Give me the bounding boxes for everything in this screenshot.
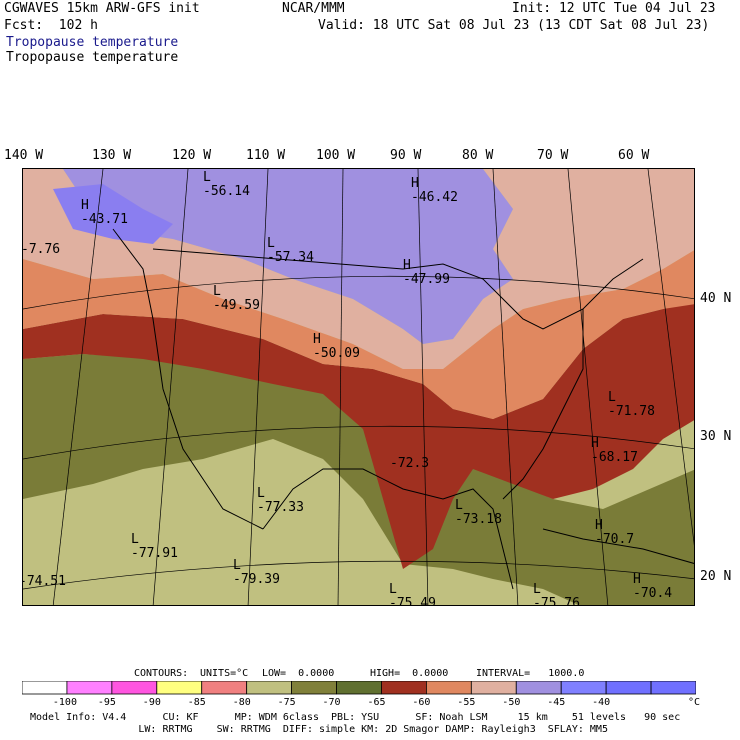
map-label: L -57.34 [267,236,314,265]
contours-units: UNITS=°C [200,668,249,679]
map-label: H -70.7 [595,518,635,547]
lat-label-40n: 40 N [700,291,732,306]
contours-title: CONTOURS: [134,668,189,679]
map-label: H -68.17 [591,436,638,465]
map-label: L -75.76 [533,582,580,606]
physics-info-line: LW: RRTMG SW: RRTMG DIFF: simple KM: 2D … [30,724,608,735]
organization-label: NCAR/MMM [282,1,345,16]
color-bar-swatch [111,681,158,695]
map-label: L -49.59 [213,284,260,313]
map-svg [23,169,694,605]
color-bar-swatch [156,681,203,695]
color-bar-swatch [291,681,337,695]
model-title: CGWAVES 15km ARW-GFS init [4,1,200,16]
init-time: Init: 12 UTC Tue 04 Jul 23 [512,1,716,16]
contours-interval: INTERVAL= 1000.0 [476,668,585,679]
band-darkred [23,299,694,569]
color-bar-swatch [425,681,472,695]
color-bar-tick-label: -60 [412,697,431,708]
lat-label-20n: 20 N [700,569,732,584]
color-bar [22,681,696,695]
map-label: L -75.49 [389,582,436,606]
map-label: -74.51 [22,574,66,589]
lon-label-60w: 60 W [618,148,650,163]
map-label: -7.76 [22,242,61,257]
color-bar-swatch [560,681,607,695]
color-bar-tick-label: -45 [547,697,566,708]
color-bar-tick-label: -70 [322,697,341,708]
map-label: -72.3 [390,456,430,471]
band-olive [23,354,694,605]
color-bar-swatch [246,681,292,695]
color-bar-tick-label: -90 [142,697,161,708]
color-bar-swatch [381,681,427,695]
color-bar-tick-label: -40 [592,697,611,708]
map-label: H -43.71 [81,198,128,227]
valid-time: Valid: 18 UTC Sat 08 Jul 23 (13 CDT Sat … [318,18,710,33]
map-label: L -71.78 [608,390,655,419]
color-bar-tick-label: -65 [367,697,386,708]
band-orange [23,250,694,419]
lat-label-30n: 30 N [700,429,732,444]
color-bar-tick-label: -100 [52,697,77,708]
band-lavender [63,169,513,344]
band-salmon [23,169,694,369]
map-label: H -70.4 [633,572,673,601]
boundaries [112,228,694,590]
forecast-hour: Fcst: 102 h [4,18,98,33]
map-label: H -50.09 [313,332,360,361]
map-label: L -77.91 [131,532,178,561]
color-bar-swatch [336,681,382,695]
color-bar-swatch [66,681,113,695]
color-bar-swatch [201,681,248,695]
field-title-secondary: Tropopause temperature [6,50,179,65]
lon-label-140w: 140 W [4,148,44,163]
map-label: L -77.33 [257,486,304,515]
color-bar-tick-label: -55 [457,697,476,708]
color-bar-swatch [605,681,652,695]
lon-label-110w: 110 W [246,148,286,163]
contours-high: HIGH= 0.0000 [370,668,449,679]
tropopause-temperature-map: L -56.14 H -46.42 H -43.71 -7.76 L -57.3… [22,168,695,606]
map-label: H -46.42 [411,176,458,205]
band-violet [53,184,173,244]
map-label: H -47.99 [403,258,450,287]
model-info-line: Model Info: V4.4 CU: KF MP: WDM 6class P… [30,712,681,723]
lon-label-130w: 130 W [92,148,132,163]
color-bar-swatch [650,681,696,695]
contours-low: LOW= 0.0000 [262,668,335,679]
map-label: L -73.18 [455,498,502,527]
color-bar-tick-label: -75 [277,697,296,708]
color-bar-tick-label: -85 [187,697,206,708]
color-bar-swatch [515,681,562,695]
lon-label-100w: 100 W [316,148,356,163]
lon-label-120w: 120 W [172,148,212,163]
latlon-grid [23,169,694,605]
color-bar-swatch [22,681,68,695]
color-bar-tick-label: -50 [502,697,521,708]
color-bar-tick-label: -95 [97,697,116,708]
lon-label-80w: 80 W [462,148,494,163]
field-title-primary: Tropopause temperature [6,35,179,50]
color-bar-swatch [470,681,517,695]
color-bar-tick-label: -80 [232,697,251,708]
lon-label-70w: 70 W [537,148,569,163]
map-label: L -79.39 [233,558,280,587]
map-label: L -56.14 [203,170,250,199]
lon-label-90w: 90 W [390,148,422,163]
color-bar-unit: °C [688,697,701,708]
